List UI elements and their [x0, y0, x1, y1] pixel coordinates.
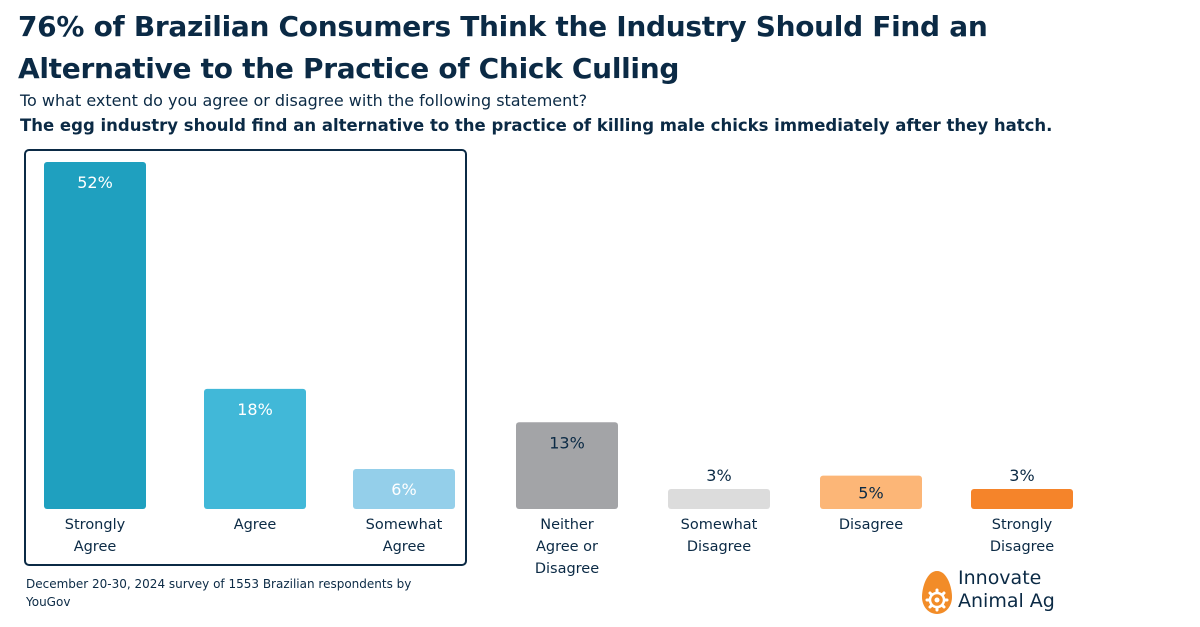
category-label-0-1: Agree	[74, 539, 117, 555]
category-label-0-0: Strongly	[65, 517, 126, 533]
chart-subtitle: To what extent do you agree or disagree …	[20, 91, 588, 110]
bar-1	[204, 388, 306, 509]
category-label-5-0: Disagree	[839, 517, 903, 533]
data-label-6: 3%	[1009, 466, 1034, 485]
category-label-6-0: Strongly	[992, 517, 1053, 533]
data-label-4: 3%	[706, 466, 731, 485]
bar-4	[668, 488, 770, 509]
category-label-3-0: Neither	[540, 517, 594, 533]
data-label-5: 5%	[858, 483, 883, 502]
category-label-6-1: Disagree	[990, 539, 1054, 555]
category-label-1-0: Agree	[234, 517, 277, 533]
bar-2	[353, 468, 455, 509]
category-label-4-0: Somewhat	[681, 517, 758, 533]
brand-logo: Innovate Animal Ag	[920, 567, 1120, 622]
data-label-2: 6%	[391, 480, 416, 499]
logo-line-1: Innovate	[958, 567, 1042, 589]
category-label-3-2: Disagree	[535, 561, 599, 577]
chart-title: 76% of Brazilian Consumers Think the Ind…	[18, 10, 988, 85]
logo-line-2: Animal Ag	[958, 590, 1055, 612]
survey-statement: The egg industry should find an alternat…	[20, 116, 1053, 135]
category-label-3-1: Agree or	[536, 539, 598, 555]
bar-6	[971, 488, 1073, 509]
logo-wordmark: Innovate Animal Ag	[958, 567, 1055, 613]
category-label-4-1: Disagree	[687, 539, 751, 555]
data-label-3: 13%	[549, 433, 585, 452]
bar-0	[44, 162, 146, 509]
category-label-2-0: Somewhat	[366, 517, 443, 533]
data-label-0: 52%	[77, 173, 113, 192]
bar-5	[820, 475, 922, 509]
footnote: December 20-30, 2024 survey of 1553 Braz…	[26, 577, 412, 609]
category-label-2-1: Agree	[383, 539, 426, 555]
egg-gear-icon	[922, 571, 952, 614]
bar-3	[516, 422, 618, 509]
data-label-1: 18%	[237, 400, 273, 419]
agree-highlight-box	[24, 149, 467, 566]
